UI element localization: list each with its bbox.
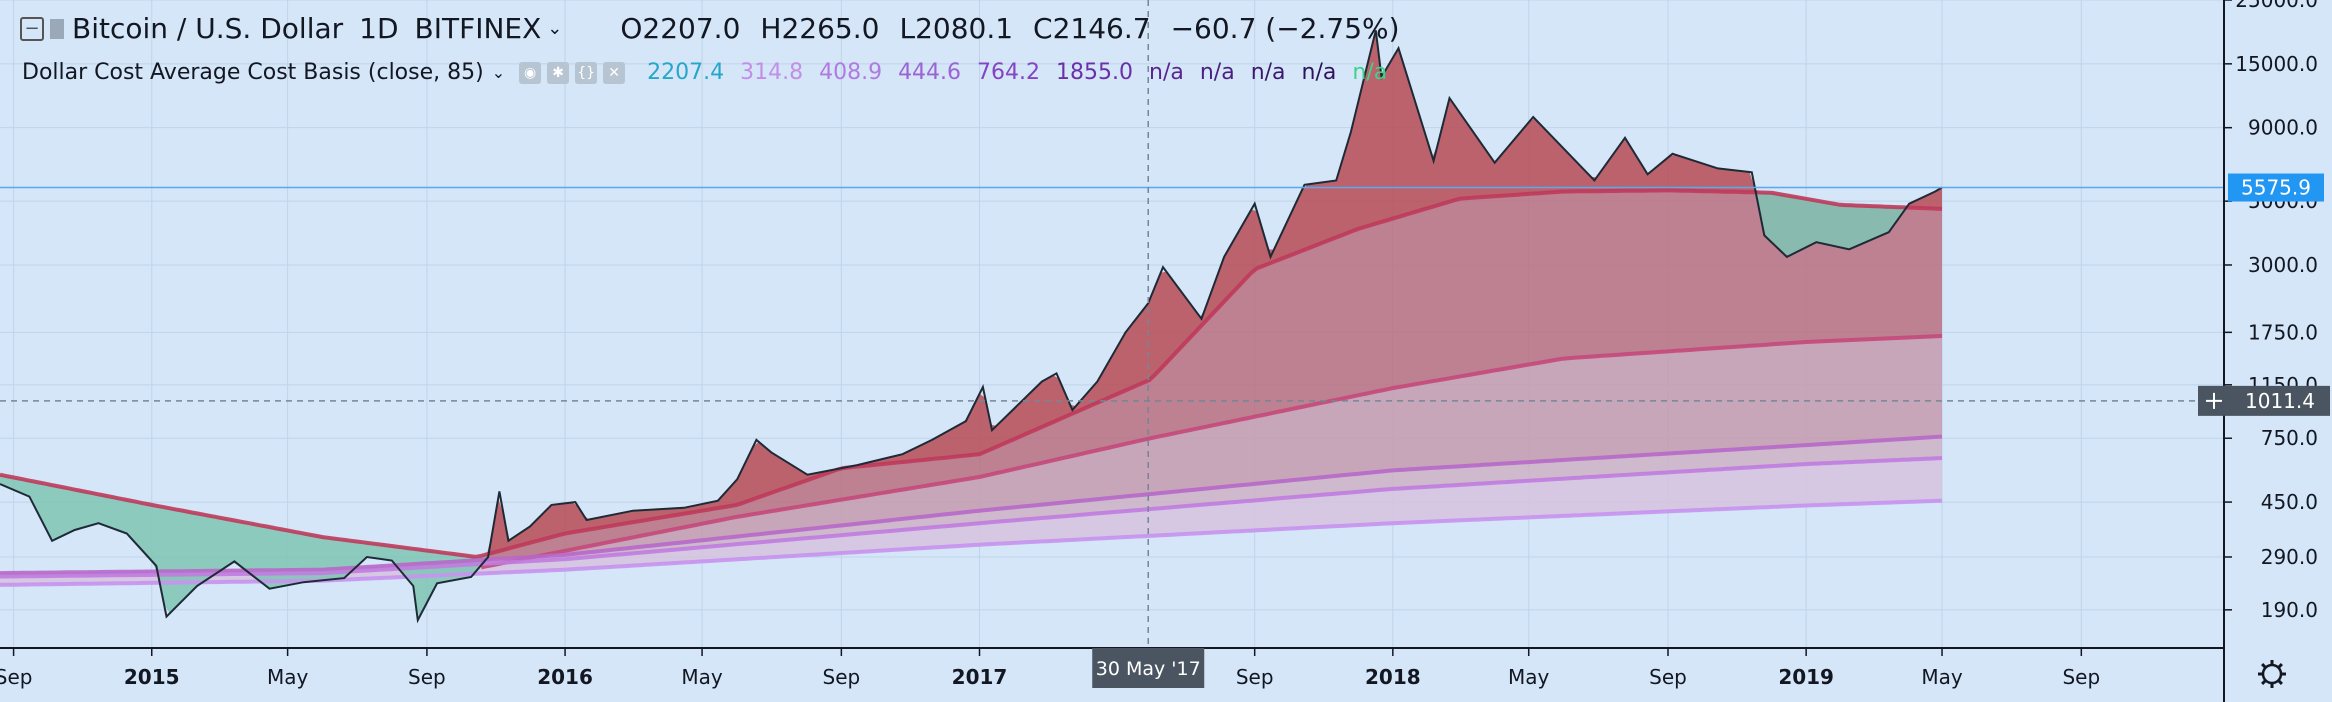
last-price-tag: 5575.9 xyxy=(2228,173,2324,202)
low-value: 2080.1 xyxy=(915,12,1014,45)
code-icon[interactable]: {} xyxy=(575,61,598,84)
gear-tooth xyxy=(2261,680,2266,685)
y-tick-label: 450.0 xyxy=(2261,490,2318,514)
settings-gear-icon[interactable] xyxy=(2258,660,2286,688)
indicator-value: 408.9 xyxy=(819,60,883,85)
x-tick-label: Sep xyxy=(408,665,446,689)
cost-basis-line xyxy=(480,334,1943,570)
x-tick-label: 2016 xyxy=(537,665,593,689)
change-value: −60.7 (−2.75%) xyxy=(1170,12,1400,45)
last-price-tag-bg xyxy=(2228,173,2324,202)
y-tick-label: 750.0 xyxy=(2261,426,2318,450)
cost-basis-line xyxy=(0,188,1943,559)
high-value: 2265.0 xyxy=(781,12,880,45)
open-value: 2207.0 xyxy=(642,12,741,45)
indicator-value: n/a xyxy=(1352,60,1388,85)
high-label: H xyxy=(760,12,782,45)
x-tick-label: Sep xyxy=(1236,665,1274,689)
x-tick-label: 2018 xyxy=(1365,665,1421,689)
close-value: 2146.7 xyxy=(1052,12,1151,45)
gear-tooth xyxy=(2278,680,2283,685)
x-tick-label: 2017 xyxy=(952,665,1008,689)
chevron-down-icon[interactable]: ⌄ xyxy=(491,63,506,82)
price-above-cost-fill xyxy=(0,30,1942,557)
x-tick-label: Sep xyxy=(823,665,861,689)
y-tick-label: 15000.0 xyxy=(2235,52,2318,76)
y-tick-label: 3000.0 xyxy=(2248,253,2318,277)
indicator-legend: Dollar Cost Average Cost Basis (close, 8… xyxy=(22,60,1387,85)
indicator-value: n/a xyxy=(1250,60,1286,85)
x-tick-label: Sep xyxy=(0,665,32,689)
open-label: O xyxy=(620,12,643,45)
indicator-value: n/a xyxy=(1199,60,1235,85)
x-tick-label: 2019 xyxy=(1778,665,1834,689)
x-tick-label: May xyxy=(267,665,309,689)
cost-basis-band xyxy=(481,336,1942,568)
flag-icon xyxy=(50,18,64,39)
gear-tooth xyxy=(2261,663,2266,668)
crosshair-price-text: 1011.4 xyxy=(2245,389,2315,413)
ohlc-readout: O 2207.0 H 2265.0 L 2080.1 C 2146.7 −60.7 (−… xyxy=(614,12,1399,45)
cost-basis-line xyxy=(0,456,1943,579)
cost-basis-line xyxy=(0,434,1943,576)
last-price-tag-text: 5575.9 xyxy=(2241,176,2311,200)
symbol-name[interactable]: Bitcoin / U.S. Dollar xyxy=(72,12,344,45)
x-tick-label: May xyxy=(1921,665,1963,689)
indicator-value: n/a xyxy=(1301,60,1337,85)
plus-icon xyxy=(2206,392,2222,409)
x-tick-label: 2015 xyxy=(124,665,180,689)
low-label: L xyxy=(899,12,916,45)
crosshair-price-tag: 1011.4 xyxy=(2198,385,2330,416)
interval-label[interactable]: 1D xyxy=(359,12,399,45)
y-tick-label: 25000.0 xyxy=(2235,0,2318,12)
collapse-icon[interactable]: − xyxy=(20,16,44,41)
gear-icon[interactable]: ✱ xyxy=(547,61,570,84)
close-icon[interactable]: ✕ xyxy=(603,61,626,84)
indicator-value: 1855.0 xyxy=(1056,60,1134,85)
x-tick-label: May xyxy=(1508,665,1550,689)
y-tick-label: 190.0 xyxy=(2261,598,2318,622)
gear-ring xyxy=(2261,663,2283,685)
cost-basis-band xyxy=(481,190,1942,568)
gear-tooth xyxy=(2278,663,2283,668)
y-tick-label: 290.0 xyxy=(2261,545,2318,569)
cost-basis-band xyxy=(0,436,1942,577)
indicator-name[interactable]: Dollar Cost Average Cost Basis (close, 8… xyxy=(22,60,484,85)
chevron-down-icon[interactable]: ⌄ xyxy=(547,18,563,39)
crosshair-date-tag: 30 May '17 xyxy=(1092,648,1205,688)
x-tick-label: Sep xyxy=(2062,665,2100,689)
y-tick-label: 9000.0 xyxy=(2248,116,2318,140)
exchange-label[interactable]: BITFINEX xyxy=(414,12,542,45)
cost-basis-band xyxy=(0,458,1942,585)
y-tick-label: 1750.0 xyxy=(2248,320,2318,344)
price-line xyxy=(0,30,1943,624)
close-label: C xyxy=(1033,12,1053,45)
indicator-value: 444.6 xyxy=(898,60,962,85)
x-tick-label: Sep xyxy=(1649,665,1687,689)
indicator-value: 2207.4 xyxy=(647,60,725,85)
crosshair-date-text: 30 May '17 xyxy=(1096,658,1201,680)
eye-icon[interactable]: ◉ xyxy=(519,61,542,84)
indicator-value: 764.2 xyxy=(977,60,1041,85)
indicator-values: 2207.4 314.8 408.9 444.6 764.2 1855.0 n/a n/a n/… xyxy=(631,60,1387,85)
indicator-value: n/a xyxy=(1149,60,1184,85)
indicator-value: 314.8 xyxy=(740,60,804,85)
crosshair-date-tag-bg xyxy=(1092,648,1205,688)
x-tick-label: May xyxy=(681,665,723,689)
